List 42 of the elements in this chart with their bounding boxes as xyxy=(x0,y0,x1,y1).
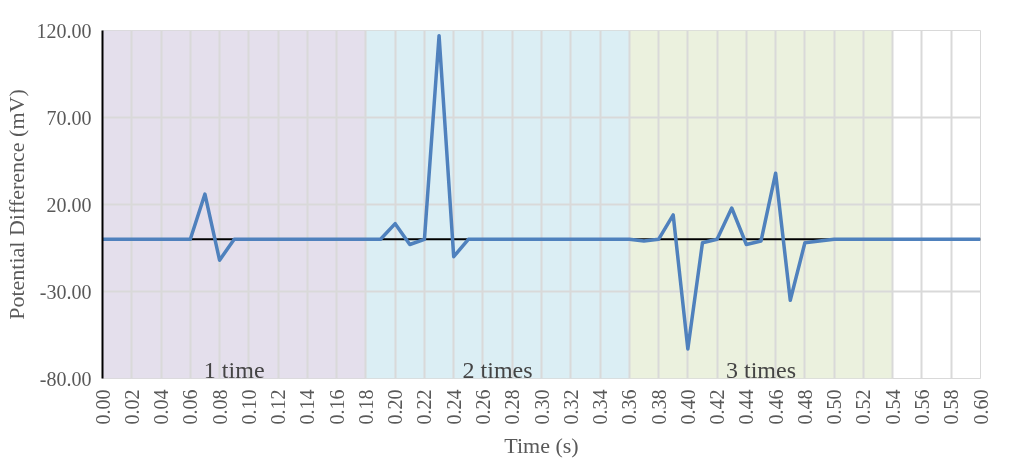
x-tick-label: 0.44 xyxy=(735,389,758,425)
x-tick-label: 0.36 xyxy=(618,389,641,425)
x-tick-label: 0.34 xyxy=(589,389,612,425)
band-label: 2 times xyxy=(462,356,533,383)
x-tick-label: 0.26 xyxy=(471,389,494,425)
x-tick-label: 0.08 xyxy=(208,389,231,425)
band-label: 1 time xyxy=(203,356,265,383)
y-axis-title: Potential Difference (mV) xyxy=(3,89,29,320)
x-tick-label: 0.02 xyxy=(120,389,143,425)
x-tick-label: 0.14 xyxy=(296,389,319,425)
x-tick-label: 0.52 xyxy=(852,389,875,425)
y-tick-label: 70.00 xyxy=(46,106,92,129)
x-tick-label: 0.46 xyxy=(764,389,787,425)
x-axis-title: Time (s) xyxy=(504,432,579,458)
x-tick-label: 0.18 xyxy=(354,389,377,425)
x-tick-label: 0.40 xyxy=(676,389,699,425)
x-tick-label: 0.12 xyxy=(267,389,290,425)
x-tick-label: 0.54 xyxy=(881,389,904,425)
x-tick-label: 0.56 xyxy=(910,389,933,425)
y-tick-label: -30.00 xyxy=(39,280,92,303)
x-tick-label: 0.28 xyxy=(501,389,524,425)
line-series xyxy=(102,33,981,351)
x-tick-label: 0.24 xyxy=(442,389,465,425)
x-tick-label: 0.50 xyxy=(823,389,846,425)
x-tick-label: 0.20 xyxy=(384,389,407,425)
x-tick-label: 0.30 xyxy=(530,389,553,425)
x-tick-label: 0.16 xyxy=(325,389,348,425)
x-tick-label: 0.32 xyxy=(559,389,582,425)
x-tick-label: 0.38 xyxy=(647,389,670,425)
x-tick-label: 0.04 xyxy=(150,389,173,425)
x-tick-label: 0.06 xyxy=(179,389,202,425)
x-tick-label: 0.42 xyxy=(706,389,729,425)
band-label: 3 times xyxy=(726,356,796,383)
x-tick-label: 0.58 xyxy=(940,389,963,425)
x-tick-label: 0.48 xyxy=(793,389,816,425)
x-tick-label: 0.22 xyxy=(413,389,436,425)
y-tick-label: 120.00 xyxy=(36,19,92,42)
y-tick-label: 20.00 xyxy=(46,193,92,216)
y-tick-label: -80.00 xyxy=(39,367,92,390)
x-tick-label: 0.00 xyxy=(91,389,114,425)
x-tick-label: 0.60 xyxy=(969,389,992,425)
x-tick-label: 0.10 xyxy=(237,389,260,425)
